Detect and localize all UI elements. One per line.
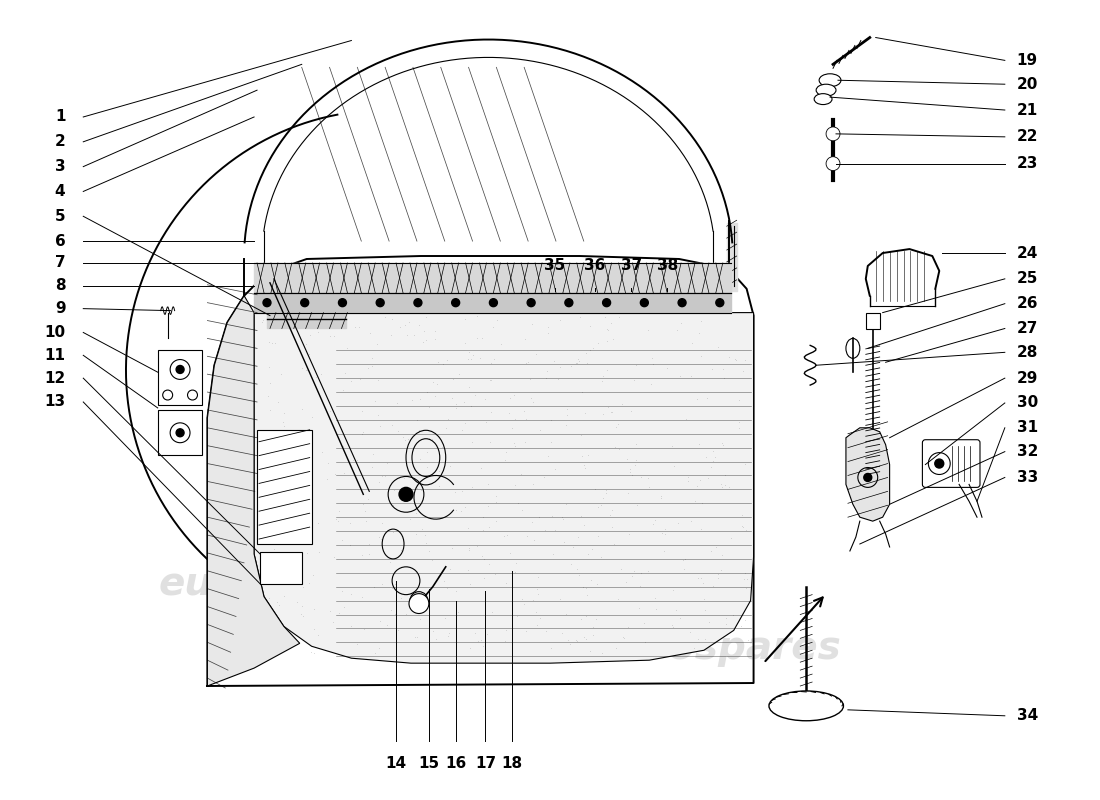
FancyBboxPatch shape <box>157 410 202 454</box>
Text: 10: 10 <box>44 325 65 340</box>
Text: 33: 33 <box>1016 470 1038 485</box>
Text: 23: 23 <box>1016 156 1038 171</box>
Circle shape <box>490 298 497 306</box>
Text: 30: 30 <box>1016 395 1038 410</box>
Circle shape <box>826 157 840 170</box>
Text: 4: 4 <box>55 184 65 199</box>
Text: 25: 25 <box>1016 271 1038 286</box>
Text: 37: 37 <box>620 258 642 273</box>
Text: 26: 26 <box>1016 296 1038 311</box>
Circle shape <box>452 298 460 306</box>
Text: 11: 11 <box>44 348 65 363</box>
Polygon shape <box>846 428 890 521</box>
Text: 1: 1 <box>55 110 65 125</box>
Text: 27: 27 <box>1016 321 1038 336</box>
Ellipse shape <box>820 74 842 86</box>
Circle shape <box>376 298 384 306</box>
Text: 20: 20 <box>1016 77 1038 92</box>
Text: 24: 24 <box>1016 246 1038 261</box>
Text: 13: 13 <box>44 394 65 410</box>
Text: 17: 17 <box>475 755 496 770</box>
Text: 15: 15 <box>418 755 439 770</box>
Text: 22: 22 <box>1016 130 1038 144</box>
Text: 38: 38 <box>657 258 678 273</box>
Text: 29: 29 <box>1016 370 1038 386</box>
Text: 32: 32 <box>1016 444 1038 459</box>
Text: 9: 9 <box>55 301 65 316</box>
Circle shape <box>826 127 840 141</box>
Text: 18: 18 <box>502 755 522 770</box>
Circle shape <box>263 298 271 306</box>
Text: 19: 19 <box>1016 53 1038 68</box>
Circle shape <box>414 298 422 306</box>
FancyBboxPatch shape <box>260 552 301 584</box>
Polygon shape <box>208 296 299 686</box>
FancyBboxPatch shape <box>923 440 980 487</box>
Text: 12: 12 <box>44 370 65 386</box>
Text: 35: 35 <box>544 258 565 273</box>
Circle shape <box>176 366 184 374</box>
Text: 3: 3 <box>55 159 65 174</box>
Text: 8: 8 <box>55 278 65 294</box>
FancyBboxPatch shape <box>157 350 202 405</box>
Circle shape <box>409 594 429 614</box>
Ellipse shape <box>769 691 844 721</box>
Text: 31: 31 <box>1016 420 1038 435</box>
Circle shape <box>300 298 309 306</box>
Text: 2: 2 <box>55 134 65 150</box>
FancyBboxPatch shape <box>257 430 311 544</box>
Text: 36: 36 <box>584 258 605 273</box>
Text: 14: 14 <box>385 755 407 770</box>
Text: 16: 16 <box>446 755 466 770</box>
Polygon shape <box>254 313 754 663</box>
Text: 21: 21 <box>1016 102 1038 118</box>
Circle shape <box>678 298 686 306</box>
Text: 7: 7 <box>55 255 65 270</box>
Circle shape <box>716 298 724 306</box>
Text: eurospares: eurospares <box>596 630 842 667</box>
Circle shape <box>603 298 611 306</box>
Ellipse shape <box>846 338 860 358</box>
Text: eurospares: eurospares <box>160 565 405 602</box>
Circle shape <box>864 474 871 482</box>
Text: 34: 34 <box>1016 708 1038 723</box>
Circle shape <box>565 298 573 306</box>
FancyBboxPatch shape <box>866 313 880 329</box>
Circle shape <box>176 429 184 437</box>
Text: 28: 28 <box>1016 345 1038 360</box>
Text: 6: 6 <box>55 234 65 249</box>
Text: 5: 5 <box>55 209 65 224</box>
Circle shape <box>339 298 346 306</box>
Circle shape <box>399 487 412 502</box>
Ellipse shape <box>814 94 832 105</box>
Circle shape <box>935 459 944 468</box>
Ellipse shape <box>816 84 836 96</box>
Circle shape <box>640 298 648 306</box>
Circle shape <box>527 298 535 306</box>
